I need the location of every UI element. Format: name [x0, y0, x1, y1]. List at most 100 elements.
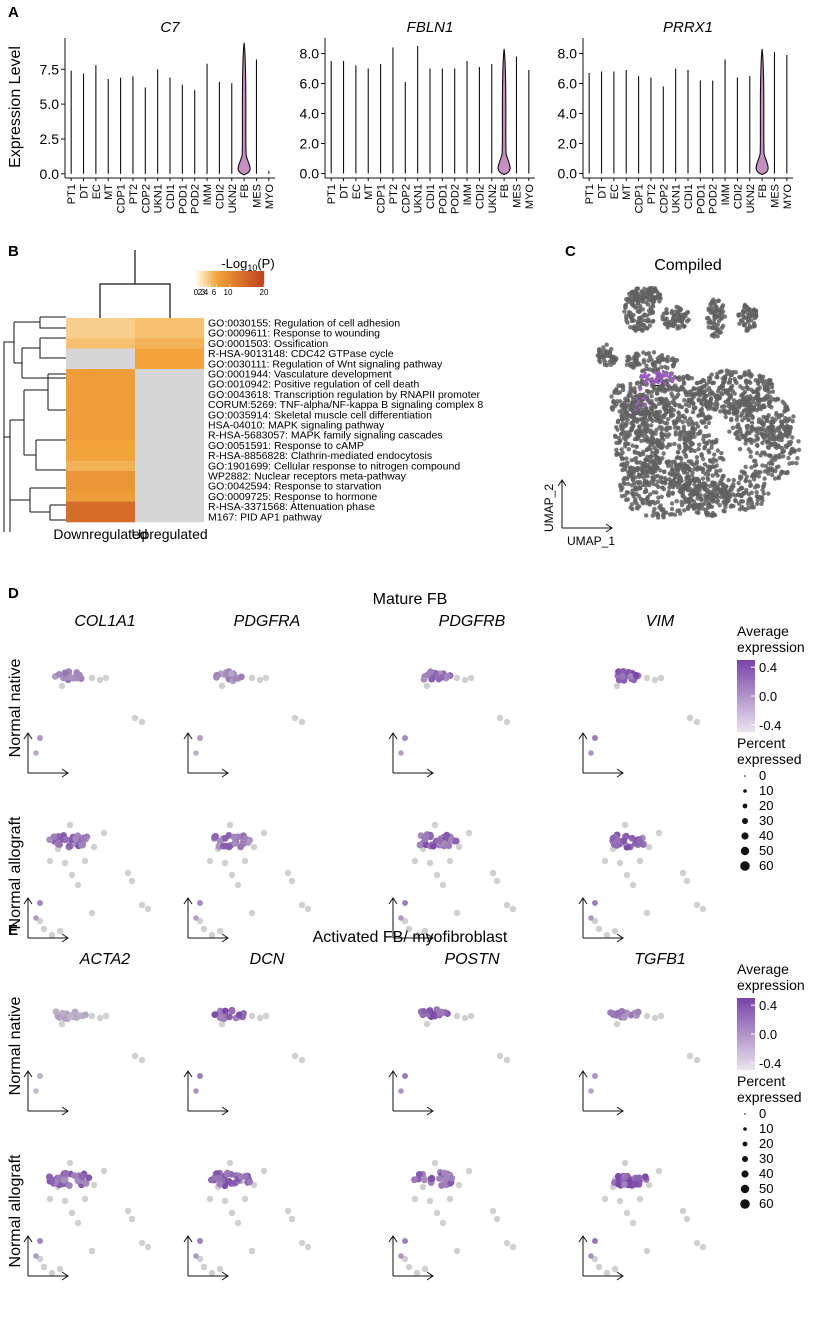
- umap-cell-point: [655, 367, 661, 372]
- grey-cell-point: [58, 682, 66, 690]
- grey-cell-point: [200, 925, 208, 933]
- legend-color-step: [737, 1046, 755, 1049]
- umap-cell-point: [618, 438, 623, 443]
- legend-color-step: [737, 1006, 755, 1009]
- grey-cell-point: [699, 1243, 707, 1251]
- umap-cell-point: [624, 313, 629, 318]
- legend-pct-title: Percent: [737, 1073, 785, 1089]
- purple-cell-point: [231, 675, 239, 682]
- umap-fb-point: [644, 397, 647, 401]
- umap-cell-point: [697, 429, 703, 434]
- umap-cell-point: [761, 421, 767, 426]
- umap-cell-cloud: [595, 285, 802, 520]
- grey-cell-point: [298, 1239, 306, 1247]
- umap-cell-point: [700, 476, 706, 481]
- umap-cell-point: [749, 490, 754, 495]
- purple-cell-point: [246, 1178, 254, 1186]
- umap-cell-point: [655, 293, 661, 298]
- umap-cell-point: [714, 500, 720, 505]
- legend-color-step: [737, 702, 755, 705]
- umap-cell-point: [617, 399, 623, 404]
- legend-color-step: [737, 1020, 755, 1023]
- umap-cell-point: [746, 505, 751, 511]
- umap-cell-point: [774, 465, 780, 470]
- grey-cell-point: [621, 1159, 629, 1167]
- purple-cell-point: [66, 842, 74, 850]
- gene-label: PDGFRA: [234, 613, 301, 630]
- umap-fb-point: [671, 376, 675, 380]
- x-tick-label: POD1: [695, 184, 707, 214]
- grey-cell-point: [636, 1195, 644, 1203]
- umap-cell-point: [659, 353, 665, 358]
- umap-fb-point: [644, 374, 649, 378]
- umap-cell-point: [651, 350, 657, 355]
- umap-cell-point: [727, 377, 733, 382]
- umap-cell-point: [651, 490, 656, 495]
- purple-cell-point: [621, 1172, 629, 1180]
- purple-cell-point: [78, 841, 85, 849]
- umap-cell-point: [644, 326, 650, 331]
- umap-cell-point: [707, 513, 713, 518]
- grey-cell-point: [423, 682, 431, 690]
- umap-cell-point: [669, 463, 674, 468]
- legend-gradient-step: [220, 271, 223, 287]
- umap-cell-point: [726, 409, 731, 415]
- purple-cell-point: [411, 1176, 418, 1184]
- grey-cell-point: [645, 1181, 653, 1189]
- heatmap-cell: [135, 491, 204, 502]
- umap-cell-point: [670, 490, 676, 495]
- umap-cell-point: [743, 441, 748, 446]
- grey-cell-point: [461, 1014, 469, 1022]
- purple-cell-point: [635, 1174, 643, 1182]
- grey-cell-point: [248, 1247, 256, 1255]
- umap-cell-point: [615, 390, 620, 396]
- mini-umap-axes: [388, 897, 434, 943]
- row-label: Normal allograft: [7, 816, 24, 929]
- umap-cell-point: [641, 470, 646, 475]
- umap-cell-point: [623, 437, 628, 442]
- umap-cell-point: [751, 404, 757, 410]
- heatmap-cell: [66, 399, 135, 411]
- umap-cell-point: [644, 447, 649, 453]
- umap-cell-point: [764, 417, 769, 423]
- umap-cell-point: [658, 397, 663, 402]
- umap-cell-point: [755, 381, 761, 387]
- heatmap-cell: [135, 328, 204, 339]
- legend-tick-label: 10: [224, 288, 233, 297]
- x-tick-label: PT1: [584, 184, 596, 204]
- umap-cell-point: [760, 463, 765, 468]
- grey-cell-point: [66, 821, 74, 829]
- purple-cell-point: [613, 842, 621, 849]
- umap-cell-point: [710, 391, 715, 396]
- umap-cell-point: [734, 424, 740, 430]
- umap-cell-point: [639, 315, 644, 320]
- umap-cell-point: [626, 393, 631, 398]
- umap-cell-point: [707, 318, 713, 324]
- grey-cell-point: [218, 1020, 226, 1028]
- x-tick-label: FB: [499, 184, 511, 198]
- umap-fb-point: [639, 387, 643, 391]
- x-tick-label: MT: [103, 184, 115, 200]
- purple-cell-point: [62, 1169, 70, 1177]
- violin-shape: [237, 42, 251, 176]
- umap-cell-point: [614, 451, 619, 456]
- umap-cell-point: [749, 474, 755, 479]
- legend-gradient-step: [224, 271, 227, 287]
- umap-cell-point: [696, 446, 701, 452]
- legend-gradient-step: [254, 271, 257, 287]
- purple-cell-point: [430, 1011, 437, 1018]
- umap-cell-point: [789, 450, 794, 455]
- purple-cell-point: [228, 1007, 236, 1015]
- purple-cell-point: [76, 1012, 84, 1020]
- umap-cell-point: [697, 393, 703, 398]
- x-tick-label: EC: [91, 184, 103, 199]
- umap-cell-point: [672, 357, 677, 363]
- grey-cell-point: [611, 927, 619, 935]
- umap-cell-point: [659, 388, 664, 393]
- purple-cell-point: [216, 1014, 224, 1022]
- umap-cell-point: [660, 441, 665, 446]
- umap-cell-point: [660, 485, 665, 490]
- umap-cell-point: [639, 289, 645, 295]
- legend-color-step: [737, 674, 755, 677]
